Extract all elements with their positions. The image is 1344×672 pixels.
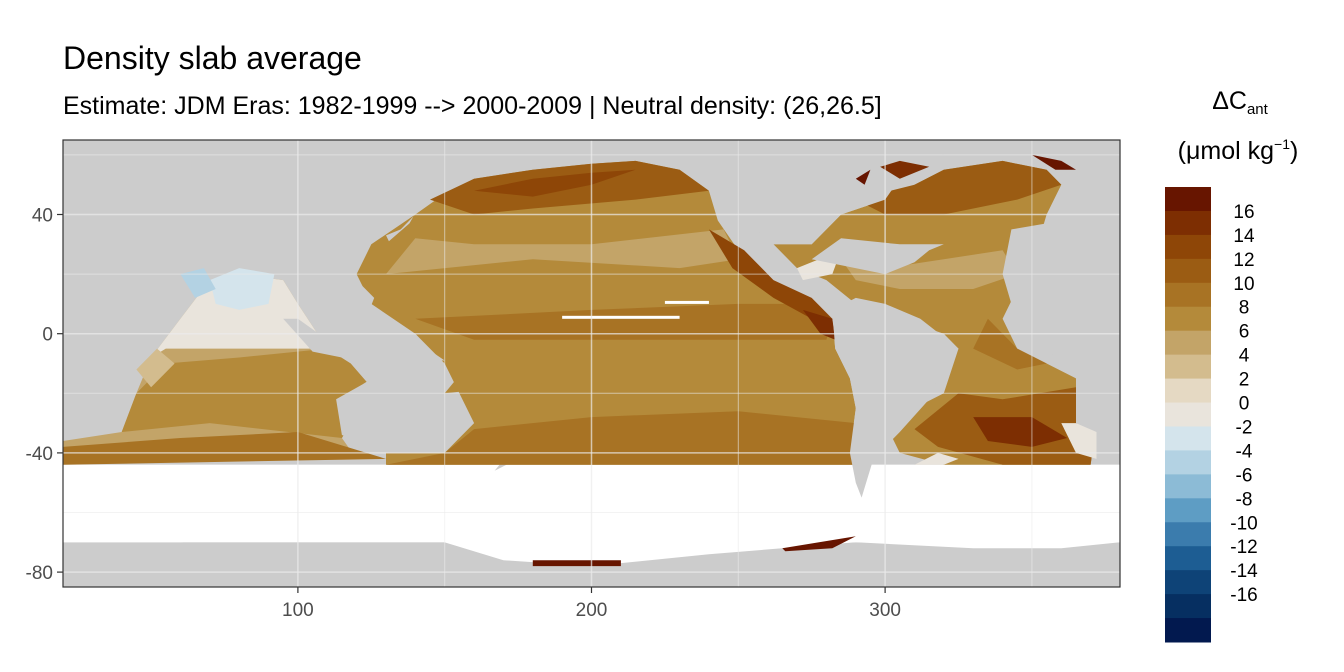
chart-subtitle: Estimate: JDM Eras: 1982-1999 --> 2000-2… <box>63 92 882 120</box>
colorbar-swatch <box>1165 282 1211 308</box>
no-data-streak-2 <box>562 315 680 319</box>
colorbar-swatch <box>1165 618 1211 643</box>
ocean-panama-bight <box>802 309 836 340</box>
ocean-benguela <box>1061 423 1097 459</box>
ocean-north-pacific-subpolar-core <box>474 169 636 197</box>
colorbar-swatch <box>1165 330 1211 356</box>
land-arabia <box>63 244 181 298</box>
map-layer <box>63 140 1120 587</box>
colorbar-swatch <box>1165 498 1211 523</box>
colorbar-label: -4 <box>1236 441 1253 462</box>
ocean-malvinas <box>914 452 959 465</box>
ocean-amundsen-patch <box>782 536 856 552</box>
colorbar-label: -2 <box>1236 417 1253 438</box>
colorbar-label: 4 <box>1239 346 1250 367</box>
y-tick-label: 0 <box>42 325 53 346</box>
land-south-america <box>832 297 959 498</box>
colorbar-label: 2 <box>1239 370 1250 391</box>
colorbar-swatch <box>1165 426 1211 451</box>
land-greenland <box>914 140 988 155</box>
ocean-east-pacific-coast <box>708 229 833 319</box>
colorbar-swatch <box>1165 522 1211 547</box>
land-japan <box>386 202 422 242</box>
colorbar-label: 12 <box>1233 250 1254 271</box>
colorbar-label: 10 <box>1233 274 1254 295</box>
ocean-indian-southern <box>63 432 386 465</box>
colorbar-swatch <box>1165 234 1211 260</box>
ocean-indian-north-neutral <box>151 274 328 358</box>
colorbar-swatch <box>1165 378 1211 404</box>
y-tick-label: 40 <box>32 206 53 227</box>
ocean-nordic-patch <box>1031 154 1076 170</box>
colorbar-swatch <box>1165 402 1211 427</box>
colorbar-label: 6 <box>1239 322 1250 343</box>
x-tick-label: 200 <box>576 600 608 621</box>
colorbar-label: -10 <box>1230 513 1257 534</box>
colorbar-swatch <box>1165 306 1211 332</box>
colorbar-swatch <box>1165 474 1211 499</box>
chart-title: Density slab average <box>63 40 362 76</box>
land-new-guinea <box>388 339 445 361</box>
colorbar-swatch <box>1165 546 1211 571</box>
colorbar-swatch <box>1165 354 1211 380</box>
legend-title-unit: (μmol kg−1) <box>1177 136 1299 165</box>
land-north-america-south <box>811 238 944 275</box>
ocean-north-pacific-subtropics <box>386 229 739 275</box>
colorbar-label: -8 <box>1236 489 1253 510</box>
no-data-streak-1 <box>664 300 709 304</box>
colorbar-label: 16 <box>1233 202 1254 223</box>
colorbar-swatch <box>1165 570 1211 595</box>
colorbar-label: -16 <box>1230 585 1257 606</box>
colorbar-swatch <box>1165 210 1211 236</box>
ocean-indian-west <box>136 348 175 388</box>
colorbar-label: 8 <box>1239 298 1250 319</box>
x-tick-label: 100 <box>282 600 314 621</box>
ocean-north-atlantic-subpolar <box>855 160 1062 215</box>
colorbar-swatch <box>1165 258 1211 284</box>
land-borneo <box>324 315 354 343</box>
ocean-ross-sea-patch <box>532 560 621 567</box>
x-tick-label: 300 <box>869 600 901 621</box>
ocean-arabian-sea <box>180 268 216 298</box>
colorbar-label: 14 <box>1233 226 1255 247</box>
colorbar-swatch <box>1165 450 1211 475</box>
ocean-bay-of-bengal <box>209 268 275 310</box>
ocean-equatorial-pacific <box>415 303 833 340</box>
land-asia-south <box>63 140 416 260</box>
colorbar-swatch <box>1165 594 1211 619</box>
colorbar-label: -12 <box>1230 537 1257 558</box>
colorbar-swatch <box>1165 187 1211 212</box>
ocean-labrador-patch <box>855 169 871 185</box>
y-tick-label: -80 <box>26 563 53 584</box>
legend-title-variable: ΔCant <box>1212 87 1268 118</box>
ocean-south-atlantic-core <box>973 417 1068 447</box>
ocean-equatorial-atlantic <box>973 318 1047 370</box>
land-australia <box>336 366 454 447</box>
colorbar-label: -6 <box>1236 465 1253 486</box>
colorbar-label: -14 <box>1230 561 1258 582</box>
y-tick-label: -40 <box>26 444 53 465</box>
colorbar-label: 0 <box>1239 394 1250 415</box>
land-philippines <box>356 280 375 313</box>
ocean-south-pacific-tropics <box>444 348 842 394</box>
